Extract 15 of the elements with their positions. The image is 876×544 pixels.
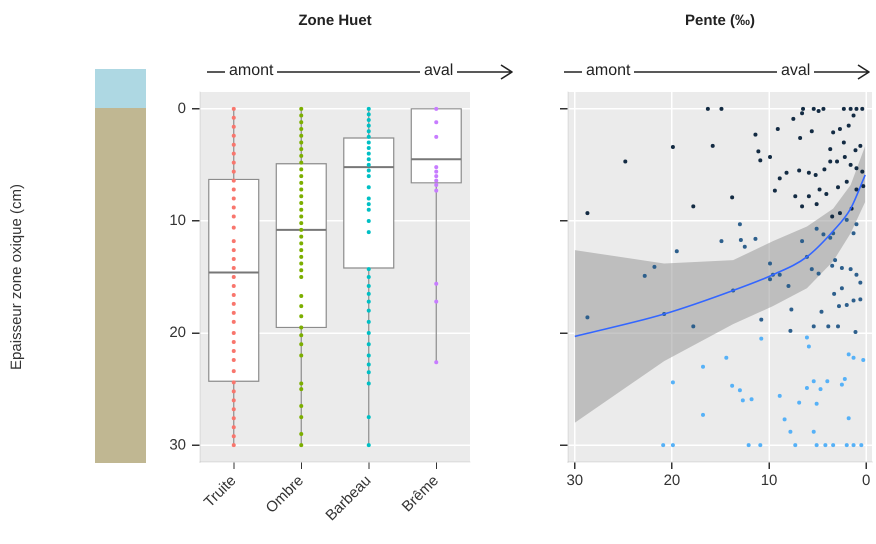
y-tick-label: 20 [169, 324, 186, 342]
chart-title: Zone Huet [297, 12, 373, 29]
text: amont [582, 62, 634, 80]
y-tick-label: 0 [178, 100, 186, 117]
x-tick-label: 0 [862, 472, 870, 490]
y-tick-label: 30 [169, 436, 186, 454]
text: amont [225, 62, 278, 80]
text: aval [420, 62, 458, 80]
x-tick-label: 20 [664, 472, 680, 490]
x-tick-label: 30 [566, 472, 584, 490]
y-axis-title: Epaisseur zone oxique (cm) [8, 184, 26, 370]
x-tick-label: 10 [760, 472, 778, 490]
text: aval [777, 62, 814, 80]
chart-title: Pente (‰) [684, 12, 756, 29]
y-tick-label: 10 [169, 212, 186, 230]
